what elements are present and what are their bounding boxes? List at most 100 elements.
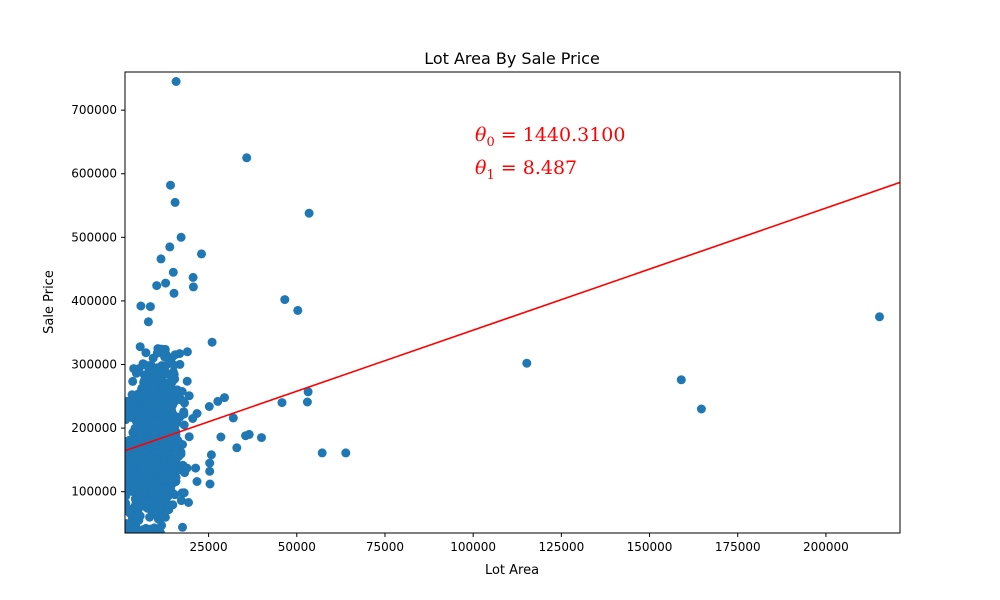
data-point [168,367,178,377]
data-point [139,487,149,497]
data-point [197,249,206,259]
data-point [153,464,163,474]
data-point [136,431,146,441]
data-point [179,420,189,430]
data-point [145,466,155,476]
data-point [192,477,202,486]
data-point [165,383,175,393]
x-tick-label: 100000 [450,540,496,554]
data-point [169,360,179,370]
x-tick-label: 200000 [803,540,849,554]
data-point [205,479,215,489]
data-point [170,197,180,207]
data-point [151,440,161,450]
data-point [176,496,186,506]
y-tick-label: 700000 [71,103,117,117]
data-point [131,397,141,407]
data-point [155,388,165,398]
data-point [204,402,214,411]
data-point [149,418,159,428]
data-point [277,398,287,408]
data-point [143,503,153,513]
data-point [128,376,138,386]
data-point [180,468,190,478]
data-point [150,430,160,440]
data-point [141,348,151,358]
data-point [132,503,142,513]
data-point [182,376,192,386]
data-point [696,404,706,414]
data-point [156,254,166,264]
data-point [293,305,303,315]
x-tick-label: 50000 [278,540,316,554]
data-point [177,488,187,498]
data-point [188,414,198,423]
x-axis-label: Lot Area [485,563,539,578]
x-tick-label: 75000 [366,540,404,554]
data-point [125,396,132,406]
data-point [188,282,198,292]
annotations: θ0 = 1440.3100 θ1 = 8.487 [475,124,625,183]
data-point [131,512,141,522]
data-point [171,472,181,482]
data-point [205,466,215,476]
data-point [159,402,169,411]
data-point [184,391,194,401]
plot-frame [124,71,901,534]
data-point [176,232,186,242]
data-point [127,413,137,422]
data-point [875,312,884,322]
data-point [129,483,139,493]
data-point [140,360,150,370]
data-point [163,490,173,500]
data-point [148,484,158,494]
data-point [125,519,132,529]
data-point [179,409,189,419]
theta-0-annotation: θ0 = 1440.3100 [475,124,625,150]
data-point [522,358,532,368]
theta-subscript: 1 [486,168,494,183]
data-point [191,463,201,473]
data-point [161,278,171,288]
data-point [144,526,154,533]
data-point [165,449,174,459]
regression-line-group [125,181,900,452]
data-point [172,444,182,454]
y-tick-label: 100000 [71,485,117,499]
data-point [166,180,175,190]
theta-value: = 8.487 [495,157,577,179]
y-tick-label: 300000 [71,357,117,371]
data-point [168,267,178,277]
data-point [177,395,186,405]
data-point [130,423,140,433]
data-point [205,458,215,468]
data-point [220,393,229,403]
x-tick-label: 150000 [627,540,673,554]
data-point [242,153,252,163]
data-point [127,390,137,400]
y-axis-label: Sale Price [42,270,57,334]
data-point [232,443,242,453]
data-point [171,459,181,469]
y-tick-label: 600000 [71,167,117,181]
data-point [169,288,179,298]
data-point [257,433,266,443]
theta-symbol: θ [475,157,487,179]
data-point [131,475,141,485]
plot-area [124,71,901,534]
data-point [317,448,327,458]
x-tick-label: 125000 [538,540,584,554]
data-point [304,208,314,218]
data-point [125,502,131,512]
data-point [152,281,162,291]
data-point [168,500,178,510]
data-point [138,462,148,472]
y-axis-ticks: 100000 200000 300000 400000 500000 600000 7000… [71,103,125,499]
data-point [206,450,216,460]
data-point [302,397,312,407]
data-point [125,438,131,448]
data-point [145,302,155,312]
data-point [125,472,131,482]
x-axis-ticks: 25000 50000 75000 100000 125000 150000 175000 2… [190,533,849,554]
